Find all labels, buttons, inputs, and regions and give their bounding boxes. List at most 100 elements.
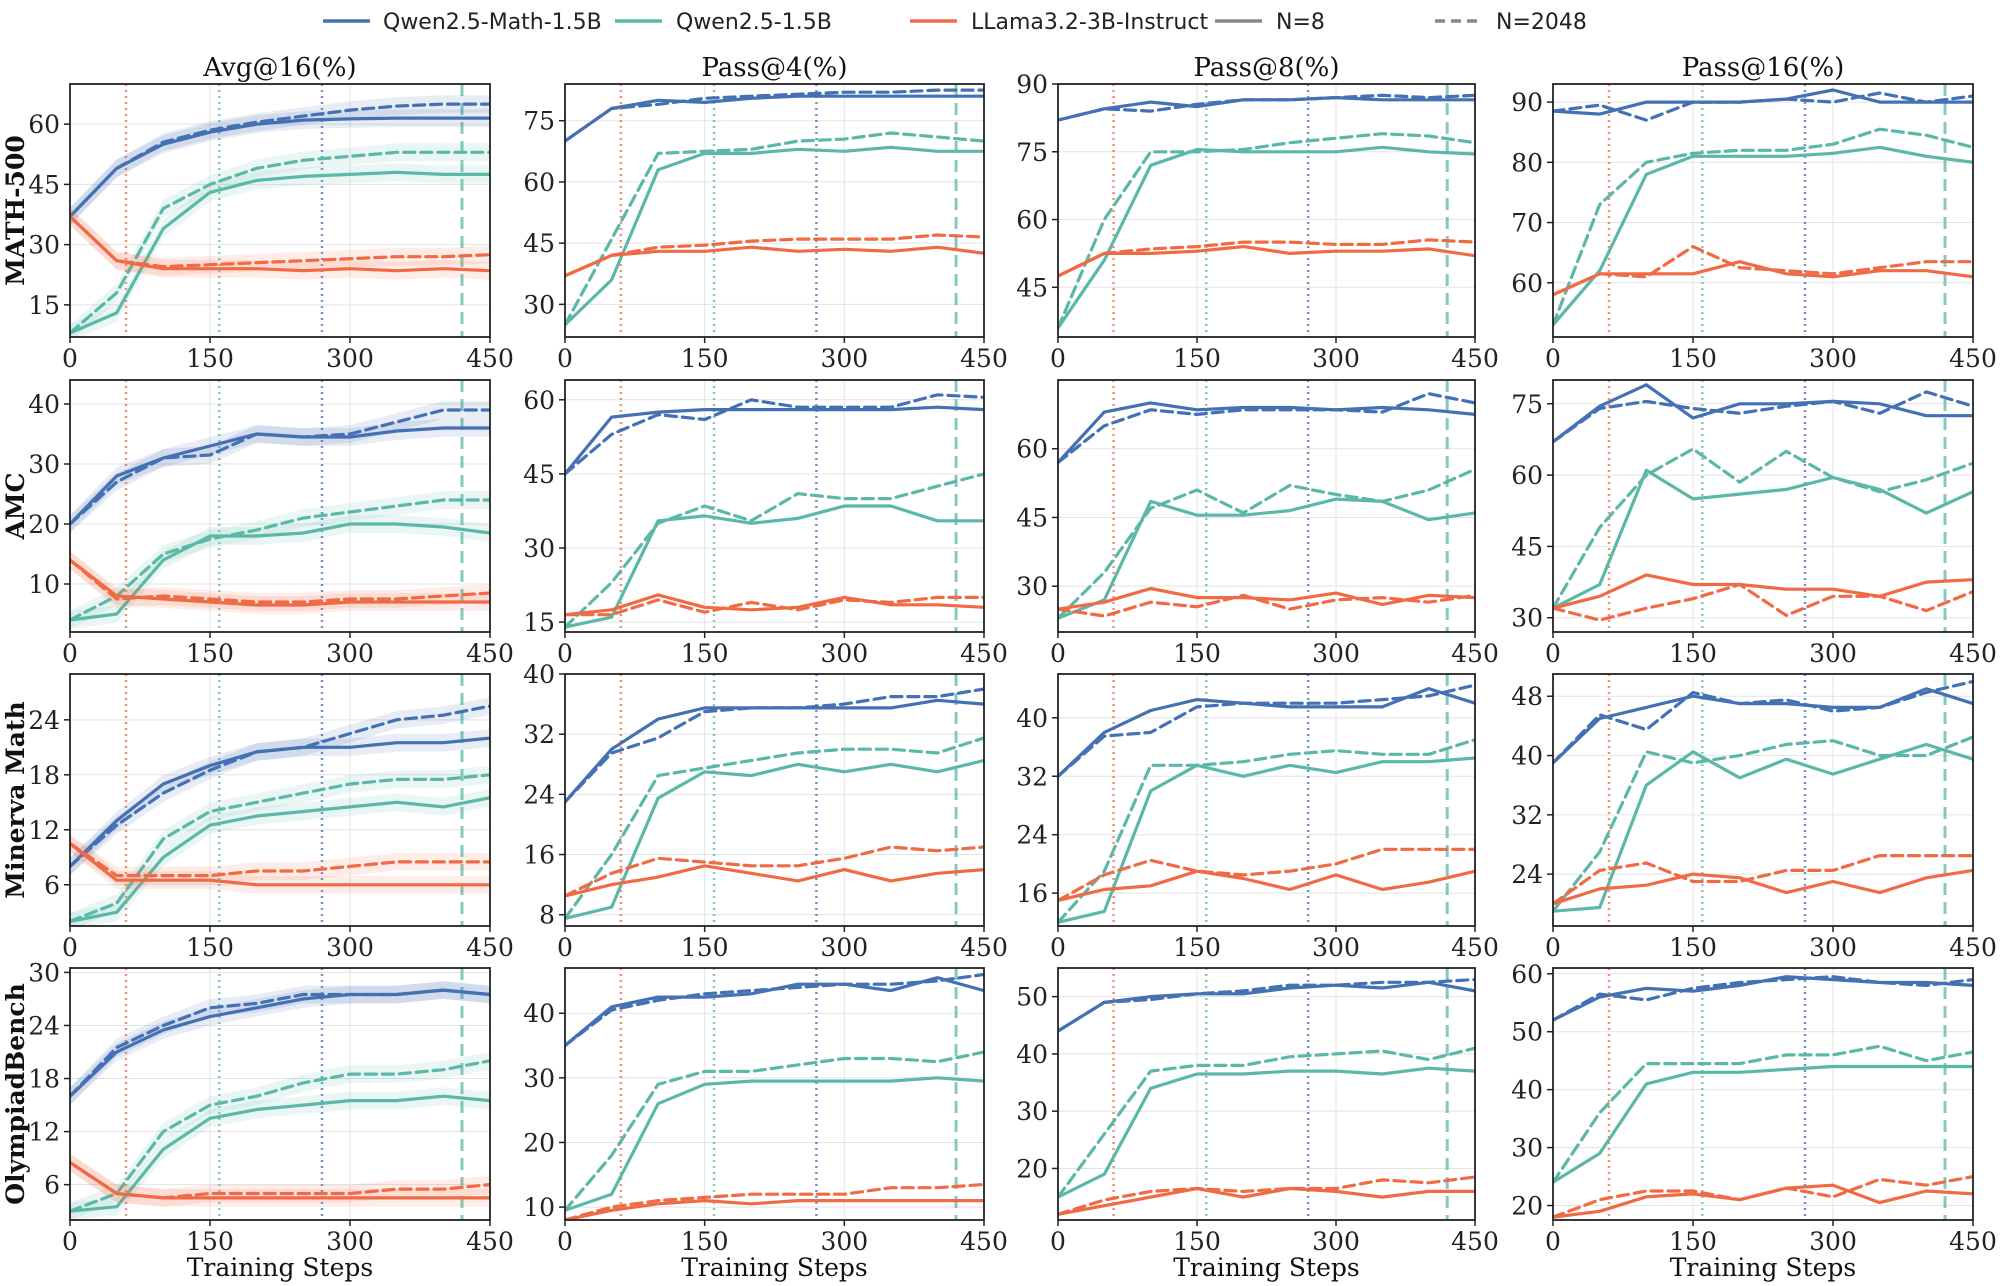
panel-minerva-math-avg-16: 6 12 18 24 0 150 300 450 (28, 673, 514, 962)
series-line-math-n2048 (1553, 679, 1973, 765)
band-math-n8 (70, 419, 490, 533)
reference-lines (1607, 968, 1947, 1220)
series-line-llama-n2048 (1058, 847, 1475, 903)
y-axis: 30 45 60 75 (1511, 390, 1553, 633)
y-tick-label: 30 (523, 290, 555, 319)
series-line-qwen-n8 (1058, 756, 1475, 924)
x-axis: 0 150 300 450 (1050, 1220, 1499, 1256)
y-tick-label: 40 (1511, 742, 1543, 771)
y-tick-label: 60 (523, 386, 555, 415)
y-tick-label: 6 (44, 871, 60, 900)
y-tick-label: 20 (1016, 1154, 1048, 1183)
y-tick-label: 15 (523, 608, 555, 637)
x-axis-label: Training Steps (187, 1253, 373, 1282)
series-line-llama-n8 (1058, 245, 1475, 278)
x-axis: 0 150 300 450 (1545, 926, 1997, 962)
x-axis-label: Training Steps (1670, 1253, 1856, 1282)
series-line-math-n2048 (70, 102, 490, 219)
series-line-qwen-n2048 (565, 736, 984, 921)
y-axis: 8 16 24 32 40 (523, 660, 565, 930)
series-line-math-n2048 (1553, 390, 1973, 444)
reference-lines (124, 968, 464, 1220)
column-titles: Avg@16(%) Pass@4(%) Pass@8(%) Pass@16(%) (202, 53, 1844, 83)
series-line-math-n2048 (565, 687, 984, 804)
panel-amc-avg-16: 10 20 30 40 0 150 300 450 (28, 379, 514, 668)
band-math-n8 (70, 981, 490, 1106)
reference-lines (124, 84, 464, 337)
band-qwen-n2048 (70, 1052, 490, 1220)
x-tick-label: 0 (1050, 1227, 1066, 1256)
series-line-llama-n8 (1553, 868, 1973, 906)
series-line-math-n8 (565, 94, 984, 143)
series-line-math-n2048 (1058, 93, 1475, 122)
series-group (1553, 383, 1973, 622)
axes-frame (564, 967, 985, 1221)
axes-frame (564, 673, 985, 927)
y-tick-label: 75 (1016, 138, 1048, 167)
legend-item-n-2048: N=2048 (1435, 10, 1587, 35)
axes-frame (69, 83, 491, 338)
y-tick-label: 45 (523, 460, 555, 489)
series-line-llama-n2048 (70, 214, 490, 269)
x-tick-label: 450 (466, 1227, 514, 1256)
series-group (565, 687, 984, 921)
y-tick-label: 60 (1016, 206, 1048, 235)
x-tick-label: 150 (186, 1227, 234, 1256)
axes-frame (69, 379, 491, 633)
series-group (1058, 683, 1475, 924)
x-tick-label: 450 (466, 639, 514, 668)
series-line-llama-n8 (1058, 869, 1475, 903)
x-tick-label: 0 (1050, 639, 1066, 668)
row-labels: MATH-500 AMC Minerva Math OlympiadBench (1, 135, 30, 1205)
series-line-qwen-n2048 (1058, 738, 1475, 924)
series-line-llama-n8 (1553, 260, 1973, 297)
reference-lines (1112, 968, 1449, 1220)
x-axis: 0 150 300 450 (1545, 632, 1997, 668)
y-tick-label: 32 (1511, 801, 1543, 830)
band-llama-n8 (70, 1153, 490, 1207)
x-tick-label: 450 (960, 639, 1008, 668)
series-group (565, 972, 984, 1220)
series-line-qwen-n8 (1553, 145, 1973, 327)
x-tick-label: 150 (1173, 639, 1221, 668)
series-group (70, 95, 490, 337)
x-axis: 0 150 300 450 (557, 926, 1008, 962)
x-tick-label: 300 (820, 344, 868, 373)
y-axis: 10 20 30 40 (523, 999, 565, 1222)
band-math-n2048 (70, 401, 490, 533)
y-tick-label: 24 (523, 780, 555, 809)
panel-amc-pass-16: 30 45 60 75 0 150 300 450 (1511, 379, 1997, 668)
row-label-amc: AMC (1, 473, 30, 541)
band-math-n2048 (70, 981, 490, 1106)
y-tick-label: 60 (1511, 269, 1543, 298)
y-axis: 20 30 40 50 60 (1511, 960, 1553, 1221)
y-axis: 24 32 40 48 (1511, 682, 1553, 889)
band-llama-n8 (70, 207, 490, 280)
y-tick-label: 90 (1016, 70, 1048, 99)
legend-label: Qwen2.5-Math-1.5B (383, 10, 602, 35)
x-tick-label: 150 (1669, 639, 1717, 668)
column-title-avg-16: Avg@16(%) (202, 53, 356, 83)
x-axis: 0 150 300 450 (1545, 337, 1997, 373)
x-tick-label: 300 (1312, 1227, 1360, 1256)
y-tick-label: 75 (523, 107, 555, 136)
axes-frame (1057, 673, 1476, 927)
series-line-qwen-n8 (565, 145, 984, 327)
y-tick-label: 30 (28, 231, 60, 260)
x-tick-label: 450 (960, 1227, 1008, 1256)
y-tick-label: 40 (523, 660, 555, 689)
series-line-llama-n8 (565, 1198, 984, 1220)
series-group (1058, 392, 1475, 620)
series-line-llama-n8 (565, 864, 984, 898)
x-tick-label: 150 (186, 933, 234, 962)
x-tick-label: 150 (1173, 344, 1221, 373)
gridlines (1057, 380, 1476, 632)
row-label-olympiadbench: OlympiadBench (1, 983, 30, 1205)
legend-item-llama3-2-3b-instruct: LLama3.2-3B-Instruct (910, 10, 1208, 35)
x-tick-label: 0 (1545, 639, 1561, 668)
x-tick-label: 300 (326, 639, 374, 668)
legend-label: N=2048 (1496, 10, 1587, 35)
y-tick-label: 30 (523, 1064, 555, 1093)
y-axis: 16 24 32 40 (1016, 704, 1058, 908)
y-tick-label: 20 (1511, 1192, 1543, 1221)
